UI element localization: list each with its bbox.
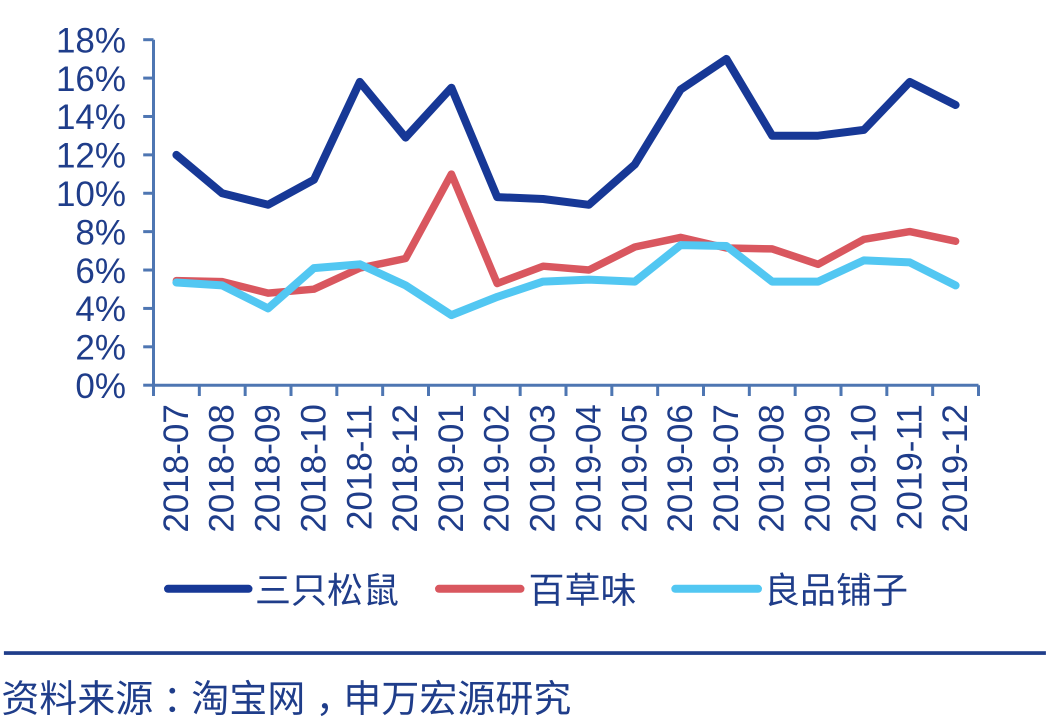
svg-text:2018-07: 2018-07	[157, 404, 196, 532]
svg-text:4%: 4%	[75, 290, 126, 329]
svg-text:2018-08: 2018-08	[203, 404, 242, 532]
svg-text:2019-09: 2019-09	[799, 404, 838, 532]
svg-text:2019-10: 2019-10	[844, 404, 883, 532]
svg-text:2%: 2%	[75, 329, 126, 368]
svg-text:6%: 6%	[75, 252, 126, 291]
svg-text:2019-06: 2019-06	[661, 404, 700, 532]
svg-text:2019-11: 2019-11	[890, 404, 929, 530]
svg-text:2018-12: 2018-12	[386, 404, 425, 532]
svg-text:18%: 18%	[56, 22, 126, 61]
svg-text:2019-03: 2019-03	[524, 404, 563, 532]
svg-text:2019-04: 2019-04	[569, 404, 608, 532]
svg-text:2019-12: 2019-12	[936, 404, 975, 532]
svg-text:2018-11: 2018-11	[340, 404, 379, 530]
svg-text:2019-02: 2019-02	[478, 404, 517, 532]
svg-text:2019-05: 2019-05	[615, 404, 654, 532]
svg-text:2019-01: 2019-01	[432, 404, 471, 532]
svg-text:2018-10: 2018-10	[294, 404, 333, 532]
svg-text:12%: 12%	[56, 137, 126, 176]
svg-text:2019-07: 2019-07	[707, 404, 746, 532]
svg-text:16%: 16%	[56, 60, 126, 99]
svg-text:2018-09: 2018-09	[249, 404, 288, 532]
svg-text:14%: 14%	[56, 98, 126, 137]
svg-text:0%: 0%	[75, 367, 126, 406]
svg-text:10%: 10%	[56, 175, 126, 214]
svg-text:8%: 8%	[75, 213, 126, 252]
svg-text:2019-08: 2019-08	[753, 404, 792, 532]
